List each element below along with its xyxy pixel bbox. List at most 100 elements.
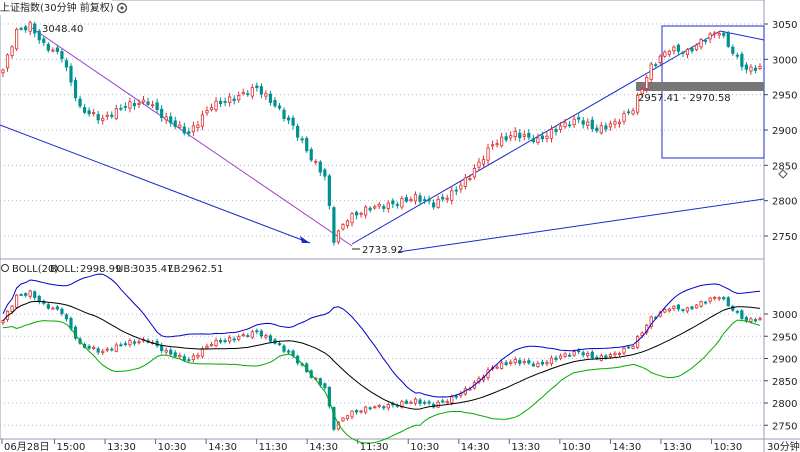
candle[interactable]	[404, 194, 409, 203]
candle[interactable]	[228, 93, 232, 107]
candle[interactable]	[377, 202, 381, 209]
candle[interactable]	[282, 107, 286, 122]
candle[interactable]	[123, 102, 127, 111]
candle[interactable]	[332, 205, 336, 246]
candle[interactable]	[500, 132, 504, 148]
candle[interactable]	[577, 113, 581, 124]
candle[interactable]	[354, 210, 359, 220]
candle[interactable]	[209, 103, 214, 112]
candle[interactable]	[277, 102, 282, 111]
candle[interactable]	[472, 164, 477, 180]
candle[interactable]	[694, 43, 699, 52]
candle[interactable]	[146, 97, 150, 106]
candle[interactable]	[46, 41, 50, 53]
candle[interactable]	[141, 96, 146, 105]
candle[interactable]	[128, 97, 132, 113]
candle[interactable]	[373, 204, 377, 210]
candle[interactable]	[717, 31, 721, 39]
candle[interactable]	[318, 160, 322, 176]
candle[interactable]	[350, 212, 354, 227]
main-plot-area[interactable]	[0, 0, 765, 260]
indicator-toggle-icon[interactable]	[1, 264, 9, 272]
candle[interactable]	[445, 194, 449, 203]
candle[interactable]	[60, 48, 64, 63]
candle[interactable]	[178, 120, 182, 129]
candle[interactable]	[55, 45, 59, 55]
candle[interactable]	[599, 122, 603, 135]
candle[interactable]	[33, 21, 37, 38]
candle[interactable]	[51, 47, 55, 53]
candle[interactable]	[509, 131, 513, 142]
candle[interactable]	[291, 115, 295, 130]
candle[interactable]	[182, 122, 186, 136]
candle[interactable]	[450, 187, 454, 205]
candle[interactable]	[558, 122, 563, 133]
candle[interactable]	[214, 97, 218, 113]
candle[interactable]	[305, 136, 309, 153]
candle[interactable]	[744, 62, 749, 74]
candle[interactable]	[522, 130, 526, 141]
trendline-blue-low[interactable]	[397, 198, 765, 253]
candle[interactable]	[10, 45, 14, 59]
candle[interactable]	[205, 106, 209, 116]
candle[interactable]	[114, 104, 118, 121]
candle[interactable]	[250, 84, 254, 100]
candle[interactable]	[527, 129, 531, 141]
candle[interactable]	[341, 223, 345, 231]
candle[interactable]	[64, 57, 69, 72]
diamond-icon[interactable]	[778, 169, 788, 179]
candle[interactable]	[87, 107, 91, 117]
trendline-blue-short[interactable]	[719, 30, 765, 41]
selection-box[interactable]	[661, 25, 765, 159]
candle[interactable]	[422, 196, 427, 205]
candle[interactable]	[5, 53, 10, 72]
boll-plot-area[interactable]	[0, 258, 765, 440]
drawing-objects[interactable]	[0, 25, 765, 253]
candle[interactable]	[37, 28, 41, 44]
candle[interactable]	[726, 30, 730, 48]
candle[interactable]	[740, 51, 744, 71]
candle[interactable]	[459, 181, 463, 193]
candle[interactable]	[486, 143, 490, 165]
candle[interactable]	[699, 37, 703, 50]
candle[interactable]	[568, 120, 572, 128]
candle[interactable]	[364, 205, 368, 219]
candle[interactable]	[490, 140, 495, 150]
candle[interactable]	[613, 118, 617, 129]
candle[interactable]	[413, 191, 418, 205]
candle[interactable]	[273, 97, 277, 108]
candle[interactable]	[554, 125, 558, 136]
candle[interactable]	[1, 68, 5, 77]
candle[interactable]	[477, 158, 481, 171]
candle[interactable]	[749, 64, 753, 75]
candle[interactable]	[658, 54, 662, 66]
candle[interactable]	[441, 193, 445, 202]
candle[interactable]	[581, 117, 585, 129]
candle[interactable]	[160, 105, 164, 122]
candle[interactable]	[241, 88, 245, 96]
candle[interactable]	[382, 204, 386, 213]
candle[interactable]	[536, 133, 540, 145]
candle[interactable]	[681, 50, 685, 58]
candle[interactable]	[595, 124, 599, 133]
candle[interactable]	[531, 134, 535, 144]
candle[interactable]	[78, 95, 82, 109]
candle[interactable]	[323, 168, 327, 181]
candle[interactable]	[223, 97, 227, 107]
candle[interactable]	[631, 107, 635, 116]
candle[interactable]	[704, 38, 708, 45]
candlestick-series[interactable]	[1, 20, 762, 246]
candle[interactable]	[468, 174, 472, 182]
candle[interactable]	[636, 92, 640, 116]
candle[interactable]	[454, 186, 458, 196]
candle[interactable]	[232, 95, 236, 105]
candle[interactable]	[196, 120, 200, 132]
candle[interactable]	[82, 104, 87, 115]
candle[interactable]	[626, 108, 631, 115]
candle[interactable]	[359, 211, 363, 218]
range-band[interactable]	[636, 82, 764, 91]
candle[interactable]	[586, 118, 590, 130]
candle[interactable]	[676, 43, 681, 56]
candle[interactable]	[300, 136, 304, 144]
